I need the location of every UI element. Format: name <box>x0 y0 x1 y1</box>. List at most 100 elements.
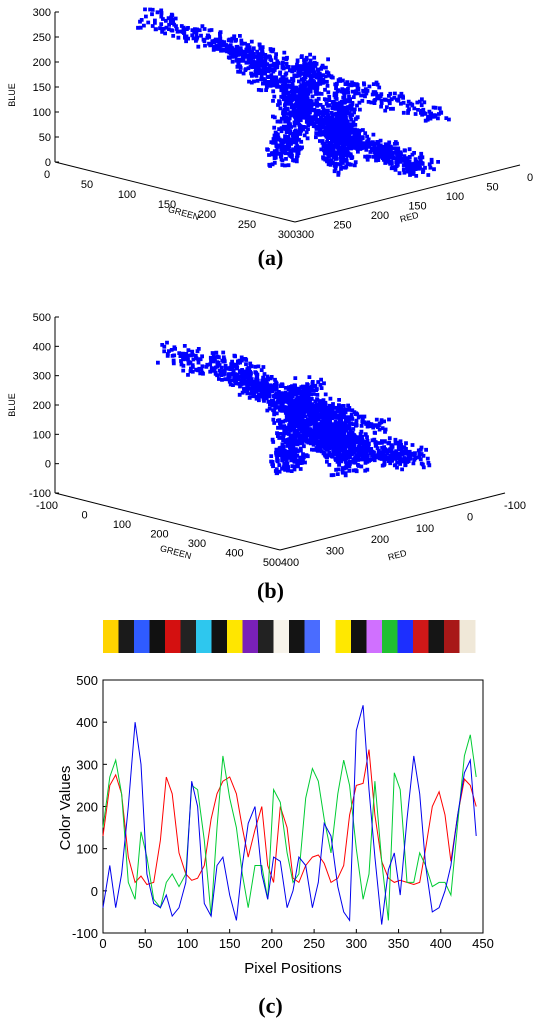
caption-c: (c) <box>258 993 283 1018</box>
color-strip-cell <box>134 620 150 653</box>
color-strip-cell <box>227 620 243 653</box>
color-strip-cell <box>242 620 259 653</box>
caption-b: (b) <box>257 578 284 603</box>
color-strip-cell <box>103 620 119 653</box>
red-axis-label: RED <box>387 548 408 563</box>
x-tick-label: 400 <box>430 936 452 951</box>
y-tick-label: -100 <box>72 926 98 941</box>
plot-frame <box>102 679 484 934</box>
y-tick-label: 400 <box>76 715 98 730</box>
x-tick-label: 300 <box>345 936 367 951</box>
green-tick-label: 150 <box>158 199 176 211</box>
blue-tick-label: 200 <box>33 400 51 412</box>
color-strip-cell <box>196 620 212 653</box>
color-strip-cell <box>258 620 274 653</box>
red-tick-label: 300 <box>296 229 314 240</box>
color-strip-cell <box>335 620 352 653</box>
blue-tick-label: 250 <box>33 32 51 44</box>
x-tick-label: 350 <box>388 936 410 951</box>
red-tick-label: 0 <box>527 172 533 184</box>
blue-tick-label: 100 <box>33 107 51 119</box>
red-tick-label: 150 <box>408 201 426 213</box>
series-line <box>102 705 477 925</box>
x-tick-label: 100 <box>177 936 199 951</box>
x-axis-label: Pixel Positions <box>244 960 342 977</box>
y-tick-label: 500 <box>76 673 98 688</box>
color-strip-cell <box>351 620 367 653</box>
color-strip-cell <box>289 620 305 653</box>
scatter3d-panel-b: -1000100200300400500-1000100200300400500… <box>7 312 526 569</box>
green-tick-label: 200 <box>150 529 168 541</box>
red-tick-label: 100 <box>416 523 434 535</box>
color-strip-cell <box>180 620 197 653</box>
green-axis-line <box>54 161 296 223</box>
green-tick-label: 100 <box>118 189 136 201</box>
blue-tick-label: 50 <box>39 132 51 144</box>
green-axis-line <box>54 492 281 551</box>
red-tick-label: 50 <box>486 182 498 194</box>
y-tick-label: 0 <box>91 884 98 899</box>
x-tick-label: 250 <box>303 936 325 951</box>
point-cloud-b <box>156 340 432 478</box>
caption-a: (a) <box>257 245 284 270</box>
red-tick-label: 400 <box>281 557 299 569</box>
color-strip-cell <box>165 620 181 653</box>
blue-tick-label: 300 <box>33 7 51 19</box>
green-tick-label: 0 <box>81 510 87 522</box>
color-strip-cell <box>320 620 336 653</box>
color-strip-cell <box>273 620 290 653</box>
y-tick-label: 100 <box>76 842 98 857</box>
color-strip-cell <box>149 620 166 653</box>
red-tick-label: 200 <box>371 210 389 222</box>
red-axis-label: RED <box>399 210 420 225</box>
y-axis-label: Color Values <box>57 766 74 851</box>
green-tick-label: 300 <box>278 229 296 240</box>
color-strip-cell <box>366 620 383 653</box>
blue-tick-label: 0 <box>45 157 51 169</box>
color-strip-cell <box>211 620 228 653</box>
y-tick-label: 300 <box>76 757 98 772</box>
blue-tick-label: 200 <box>33 57 51 69</box>
x-tick-label: 200 <box>261 936 283 951</box>
red-tick-label: 300 <box>326 546 344 558</box>
series-line <box>102 734 477 921</box>
green-tick-label: 100 <box>113 519 131 531</box>
blue-axis-label: BLUE <box>7 393 17 417</box>
red-tick-label: 0 <box>467 511 473 523</box>
green-tick-label: 500 <box>263 557 281 569</box>
blue-tick-label: 150 <box>33 82 51 94</box>
color-strip-cell <box>382 620 398 653</box>
color-strip-cell <box>118 620 135 653</box>
blue-tick-label: -100 <box>29 488 51 500</box>
y-tick-label: 200 <box>76 800 98 815</box>
x-tick-label: 50 <box>138 936 152 951</box>
red-tick-label: 200 <box>371 534 389 546</box>
red-tick-label: -100 <box>504 500 526 512</box>
green-tick-label: 200 <box>198 209 216 221</box>
green-tick-label: -100 <box>36 500 58 512</box>
scatter-points <box>156 340 432 478</box>
x-tick-label: 0 <box>99 936 106 951</box>
green-tick-label: 50 <box>81 179 93 191</box>
series-line <box>102 749 477 886</box>
green-tick-label: 400 <box>225 548 243 560</box>
green-tick-label: 250 <box>238 219 256 231</box>
red-tick-label: 100 <box>446 191 464 203</box>
red-axis-line <box>294 164 521 223</box>
blue-tick-label: 400 <box>33 341 51 353</box>
green-axis-label: GREEN <box>167 204 201 222</box>
x-tick-label: 450 <box>472 936 494 951</box>
blue-tick-label: 300 <box>33 371 51 383</box>
blue-tick-label: 500 <box>33 312 51 324</box>
color-strip <box>103 620 476 653</box>
color-value-lines <box>102 705 477 925</box>
color-strip-cell <box>413 620 429 653</box>
color-strip-cell <box>444 620 460 653</box>
red-tick-label: 250 <box>333 220 351 232</box>
color-strip-cell <box>397 620 414 653</box>
color-strip-cell <box>459 620 476 653</box>
blue-tick-label: 0 <box>45 459 51 471</box>
point-cloud-a <box>136 7 451 178</box>
red-axis-line <box>279 492 506 551</box>
x-tick-label: 150 <box>219 936 241 951</box>
